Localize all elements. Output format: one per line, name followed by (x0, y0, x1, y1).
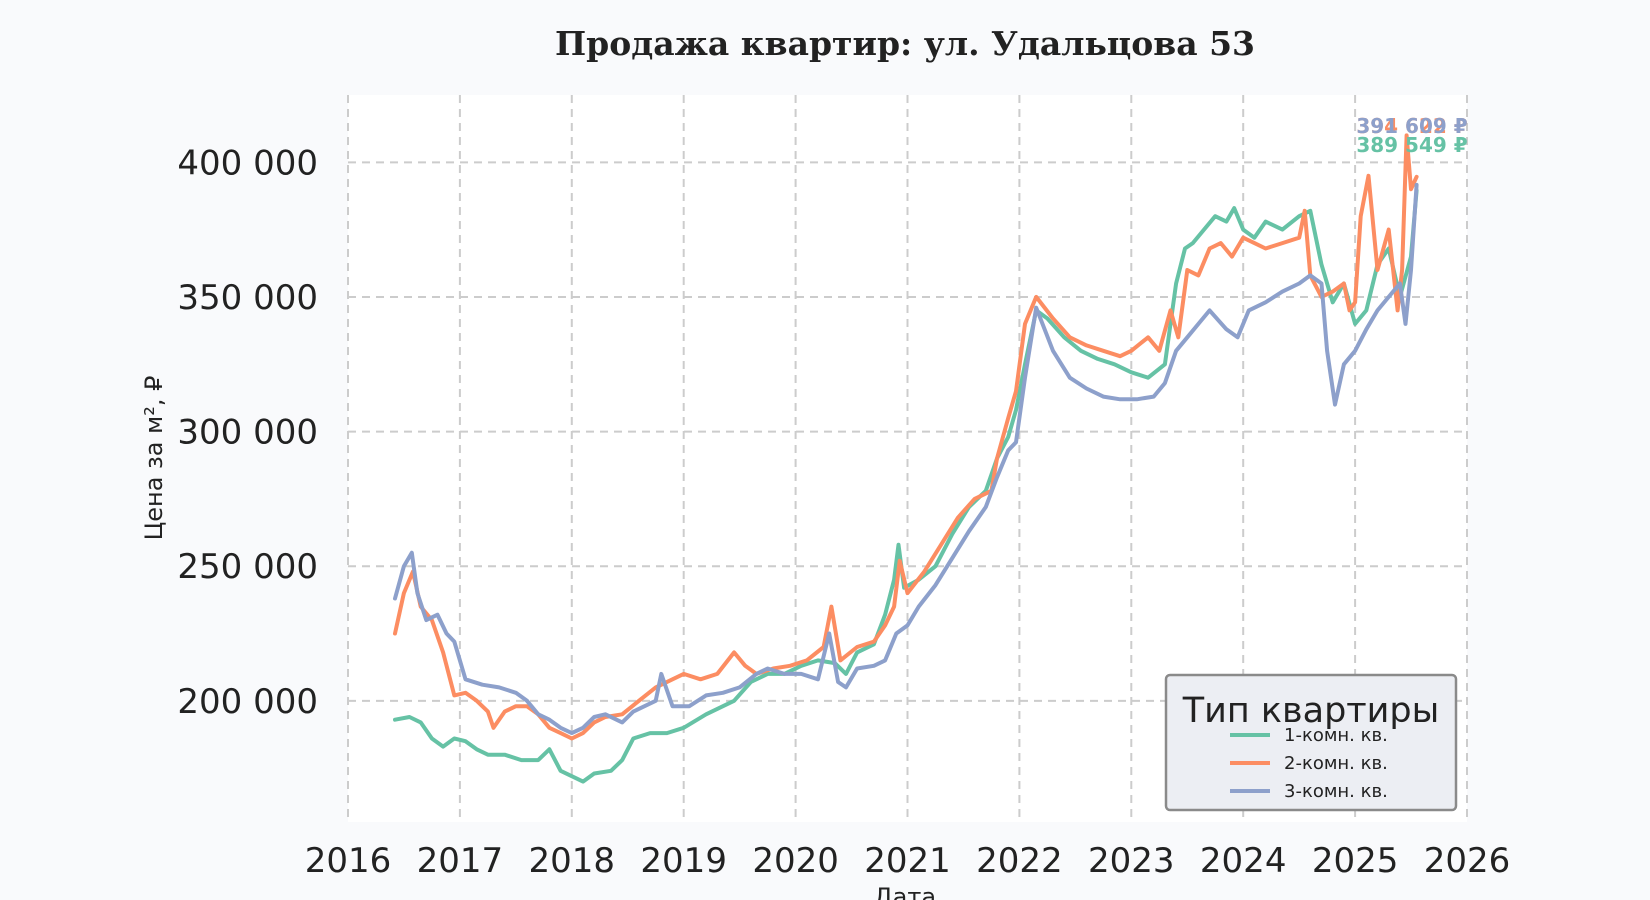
y-tick-label: 350 000 (177, 278, 318, 318)
legend-label-2: 2-комн. кв. (1284, 753, 1388, 774)
x-tick-label: 2022 (976, 841, 1063, 881)
x-tick-label: 2024 (1200, 841, 1287, 881)
x-tick-label: 2016 (305, 841, 392, 881)
end-labels: 394 622 ₽391 609 ₽389 549 ₽ (1356, 114, 1467, 157)
y-tick-label: 300 000 (177, 413, 318, 453)
series-lines (393, 133, 1419, 784)
series-line-1 (393, 188, 1419, 784)
x-tick-label: 2026 (1424, 841, 1511, 881)
x-axis-label: Дата (874, 883, 936, 900)
y-tick-label: 400 000 (177, 143, 318, 183)
legend-title: Тип квартиры (1182, 691, 1440, 731)
series-line-3 (393, 182, 1419, 736)
legend-items: 1-комн. кв. 2-комн. кв. 3-комн. кв. (1230, 725, 1388, 802)
x-tick-label: 2021 (864, 841, 951, 881)
x-tick-label: 2017 (417, 841, 504, 881)
y-axis-label: Цена за м², ₽ (140, 376, 168, 541)
end-value-label: 389 549 ₽ (1356, 133, 1467, 157)
end-value-label: 394 622 ₽ (1356, 114, 1467, 138)
series-line-2 (393, 133, 1419, 741)
end-value-label: 391 609 ₽ (1356, 114, 1467, 138)
legend-label-3: 3-комн. кв. (1284, 781, 1388, 802)
legend: Тип квартиры 1-комн. кв. 2-комн. кв. 3-ком… (1164, 673, 1458, 812)
y-tick-label: 250 000 (177, 547, 318, 587)
x-tick-label: 2020 (752, 841, 839, 881)
legend-label-1: 1-комн. кв. (1284, 725, 1388, 746)
x-tick-label: 2019 (640, 841, 727, 881)
x-tick-label: 2018 (529, 841, 616, 881)
x-tick-label: 2025 (1312, 841, 1399, 881)
y-tick-label: 200 000 (177, 682, 318, 722)
legend-box (1164, 673, 1458, 812)
tick-labels: 2016 2017 2018 2019 2020 2021 2022 2023 2024 2025… (177, 143, 1510, 881)
chart-title: Продажа квартир: ул. Удальцова 53 (555, 24, 1255, 63)
x-tick-label: 2023 (1088, 841, 1175, 881)
